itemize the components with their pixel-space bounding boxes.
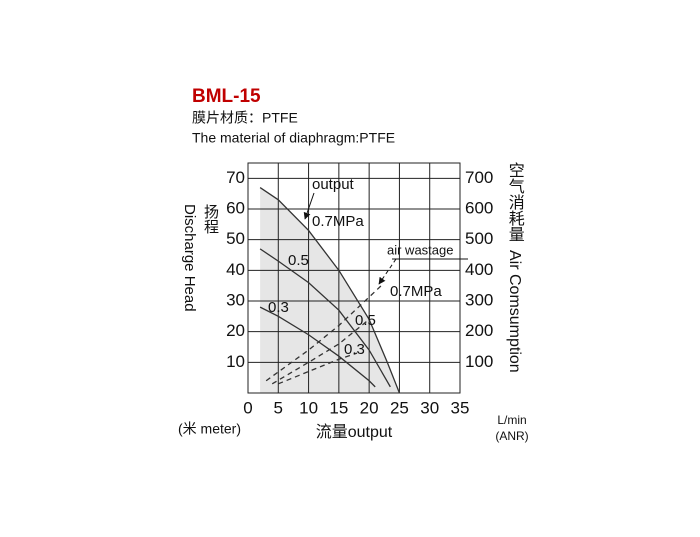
y2-axis-label: Air Comsumption [506, 250, 523, 373]
air-curve [271, 318, 370, 385]
x-tick-label: 5 [274, 398, 283, 417]
plot-area: 0 5 10 15 20 25 30 35 10 20 30 40 50 60 70 100 200 300 400… [226, 162, 493, 417]
curve-label: 0.7MPa [390, 283, 442, 300]
y2-axis-label: 空气消耗量 [506, 162, 525, 242]
annotation: air wastage [387, 242, 453, 257]
subtitle: 膜片材质：PTFE [192, 110, 298, 126]
y-tick-label: 50 [226, 229, 245, 248]
annotation: output [312, 176, 355, 193]
y-tick-label: 10 [226, 352, 245, 371]
chart-title: BML-15 [192, 86, 261, 107]
y-tick-label: 20 [226, 321, 245, 340]
x-tick-label: 25 [390, 398, 409, 417]
y-tick-label: 60 [226, 198, 245, 217]
area [260, 187, 400, 393]
y2-tick-label: 400 [465, 260, 493, 279]
x-tick-label: 0 [243, 398, 252, 417]
plot-frame [247, 162, 461, 394]
output-curve [259, 186, 401, 394]
curve-label: 0.5 [288, 252, 309, 269]
curve-label: 0.3 [268, 299, 289, 316]
x-tick-label: 10 [299, 398, 318, 417]
x-unit: L/min [497, 413, 526, 427]
x-tick-label: 15 [329, 398, 348, 417]
curve-label: 0.7MPa [312, 213, 364, 230]
x-unit: (ANR) [495, 429, 528, 443]
y2-tick-label: 600 [465, 198, 493, 217]
y2-tick-label: 100 [465, 352, 493, 371]
y-tick-label: 70 [226, 168, 245, 187]
y2-tick-label: 300 [465, 290, 493, 309]
x-tick-label: 35 [451, 398, 470, 417]
y-tick-label: 30 [226, 290, 245, 309]
curve-label: 0.5 [355, 312, 376, 329]
y-tick-label: 40 [226, 260, 245, 279]
y-axis-label: 扬程 [202, 204, 219, 234]
output-curve [259, 306, 376, 388]
air-curve [265, 285, 382, 382]
y-unit: (米 meter) [178, 421, 241, 437]
subtitle: The material of diaphragm:PTFE [192, 130, 395, 146]
y2-tick-label: 200 [465, 321, 493, 340]
x-tick-label: 30 [420, 398, 439, 417]
y-axis-label: Discharge Head [181, 204, 198, 312]
x-tick-label: 20 [360, 398, 379, 417]
annotation-arrow [378, 258, 397, 285]
output-curve [259, 248, 391, 388]
y2-tick-label: 700 [465, 168, 493, 187]
air-curve [278, 352, 358, 385]
curve-label: 0.3 [344, 341, 365, 358]
annotation-arrow [303, 192, 315, 220]
x-axis-label: 流量output [316, 423, 393, 441]
y2-tick-label: 500 [465, 229, 493, 248]
